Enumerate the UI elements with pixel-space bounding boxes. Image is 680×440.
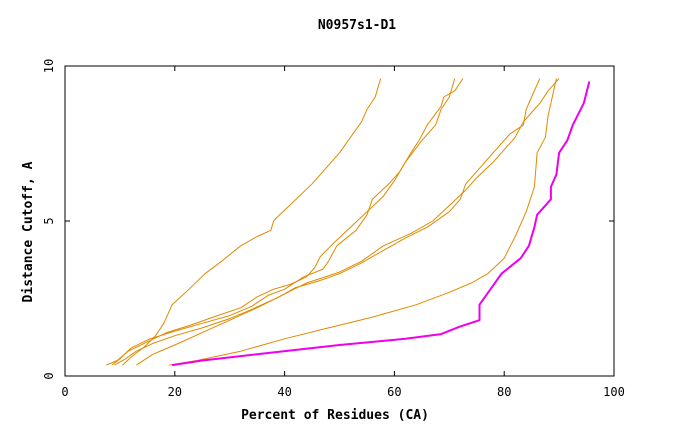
- x-tick-label: 60: [387, 385, 401, 399]
- y-tick-label: 5: [42, 217, 56, 224]
- x-tick-label: 20: [168, 385, 182, 399]
- ticks: 0 20 40 60 80 100 0 5 10: [42, 59, 625, 399]
- y-tick-label: 0: [42, 372, 56, 379]
- series-line-2: [106, 78, 456, 366]
- x-axis-label: Percent of Residues (CA): [241, 408, 429, 423]
- x-tick-label: 0: [61, 385, 68, 399]
- series-line-7: [171, 81, 591, 367]
- x-tick-label: 80: [497, 385, 511, 399]
- chart-title: N0957s1-D1: [318, 18, 396, 33]
- series-line-4: [114, 78, 541, 366]
- x-tick-label: 100: [603, 385, 625, 399]
- y-axis-label: Distance Cutoff, A: [21, 161, 36, 302]
- series-line-5: [136, 78, 560, 366]
- plot-lines: [106, 78, 591, 367]
- y-tick-label: 10: [42, 59, 56, 73]
- x-tick-label: 40: [277, 385, 291, 399]
- series-line-3: [111, 78, 464, 366]
- series-line-1: [122, 78, 382, 366]
- series-line-6: [169, 78, 557, 366]
